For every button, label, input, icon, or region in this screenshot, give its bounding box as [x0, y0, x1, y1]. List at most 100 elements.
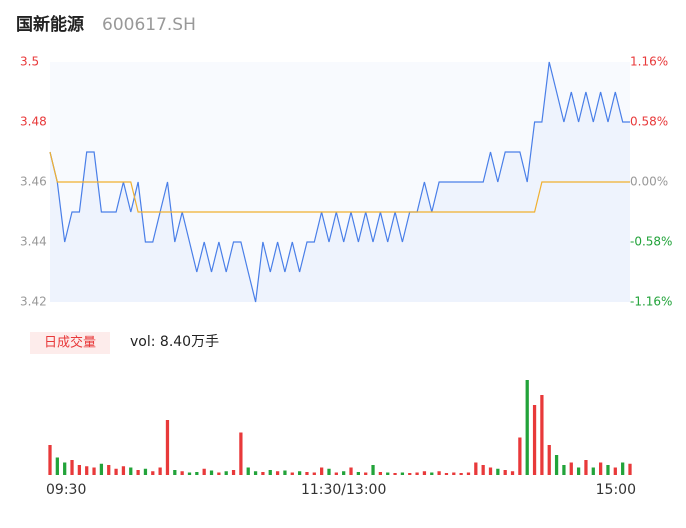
volume-bar — [378, 472, 383, 475]
volume-bar — [114, 468, 118, 475]
volume-bar — [77, 465, 81, 475]
y-tick-label: 3.46 — [20, 175, 47, 189]
volume-bar — [584, 460, 588, 475]
volume-bar — [349, 467, 353, 475]
volume-bar — [621, 462, 625, 475]
volume-bar — [327, 468, 331, 475]
volume-bar — [55, 457, 59, 475]
volume-bar — [569, 462, 573, 475]
y-tick-label: 3.42 — [20, 295, 47, 309]
volume-bar — [195, 472, 199, 475]
y2-tick-label: 0.58% — [630, 115, 668, 129]
volume-bar — [187, 472, 192, 475]
volume-bar — [246, 467, 250, 475]
volume-bar — [334, 472, 338, 475]
volume-bar — [165, 420, 170, 475]
y2-tick-label: 0.00% — [630, 175, 668, 189]
volume-bar — [393, 473, 397, 475]
volume-bar — [554, 455, 559, 475]
volume-bar — [613, 467, 617, 475]
x-tick-label: 09:30 — [46, 482, 86, 498]
volume-bar — [474, 462, 478, 475]
volume-bar — [70, 460, 74, 475]
volume-bar — [275, 471, 280, 475]
volume-bar — [239, 432, 243, 475]
y-tick-label: 3.5 — [20, 55, 39, 69]
volume-bar — [496, 468, 500, 475]
volume-bar — [576, 467, 581, 475]
volume-bar — [173, 470, 177, 475]
volume-bar — [312, 472, 316, 475]
volume-bar — [48, 445, 52, 475]
volume-bar — [599, 462, 603, 475]
volume-bar — [290, 472, 294, 475]
volume-bar — [503, 470, 507, 475]
volume-bar — [415, 472, 419, 475]
volume-bar — [628, 463, 632, 475]
volume-bar — [532, 405, 537, 475]
volume-bar — [143, 468, 148, 475]
volume-bar — [202, 468, 206, 475]
y2-tick-label: -0.58% — [630, 235, 672, 249]
volume-bar — [444, 473, 449, 475]
volume-bar — [437, 471, 441, 475]
volume-bar — [268, 470, 272, 475]
volume-bar — [591, 467, 595, 475]
volume-bar — [136, 470, 140, 475]
volume-bar — [356, 472, 360, 475]
price-area — [50, 62, 630, 302]
volume-summary: vol: 8.40万手 — [130, 334, 219, 350]
avg-line — [49, 151, 630, 213]
volume-bar — [342, 471, 346, 475]
volume-bar — [562, 465, 566, 475]
volume-bar — [107, 465, 111, 475]
volume-bar — [371, 465, 375, 475]
volume-label: 日成交量 — [44, 335, 96, 351]
volume-bar — [261, 472, 265, 475]
volume-bar — [540, 395, 544, 475]
volume-bar — [466, 472, 471, 475]
volume-bar — [92, 467, 96, 475]
volume-bar — [121, 466, 126, 475]
volume-bar — [364, 472, 368, 475]
volume-bar — [85, 466, 89, 475]
volume-bar — [459, 473, 463, 475]
volume-bar — [481, 465, 485, 475]
volume-bar — [525, 380, 529, 475]
y-tick-label: 3.48 — [20, 115, 47, 129]
volume-bar — [151, 471, 155, 475]
volume-bar — [547, 445, 551, 475]
volume-bar — [305, 472, 309, 475]
volume-bar — [129, 467, 133, 475]
price-line — [49, 61, 630, 303]
x-tick-label: 11:30/13:00 — [301, 482, 386, 498]
volume-bar — [231, 470, 236, 475]
volume-bar — [320, 467, 324, 475]
x-tick-label: 15:00 — [596, 482, 636, 498]
volume-bar — [63, 462, 67, 475]
volume-bar — [518, 437, 522, 475]
y2-tick-label: 1.16% — [630, 55, 668, 69]
volume-bar — [209, 470, 214, 475]
volume-bar — [253, 471, 258, 475]
volume-bar — [158, 467, 162, 475]
volume-bar — [386, 472, 390, 475]
volume-bar — [297, 471, 302, 475]
y-tick-label: 3.44 — [20, 235, 47, 249]
volume-bar — [217, 472, 221, 475]
volume-bar — [283, 470, 287, 475]
volume-bar — [488, 467, 493, 475]
volume-bar — [224, 471, 228, 475]
stock-name: 国新能源 — [16, 14, 84, 35]
volume-bar — [422, 471, 427, 475]
volume-bar — [430, 472, 434, 475]
volume-bar — [408, 473, 412, 475]
volume-bar — [99, 463, 104, 475]
y2-tick-label: -1.16% — [630, 295, 672, 309]
volume-bar — [400, 472, 405, 475]
stock-code: 600617.SH — [102, 15, 196, 35]
volume-bar — [606, 465, 610, 475]
volume-bar — [180, 471, 184, 475]
volume-bar — [452, 472, 456, 475]
